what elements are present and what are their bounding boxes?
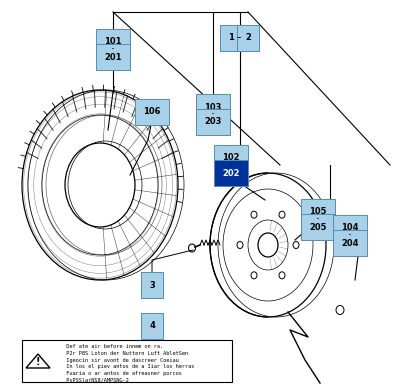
Text: Igeocin sir avont de dascreer Coeiau: Igeocin sir avont de dascreer Coeiau bbox=[60, 358, 179, 363]
Ellipse shape bbox=[188, 244, 196, 252]
Ellipse shape bbox=[336, 305, 344, 315]
Text: PsPSSlajNS8/AMPSNG-2: PsPSSlajNS8/AMPSNG-2 bbox=[60, 378, 129, 383]
Text: 203: 203 bbox=[204, 118, 222, 127]
Text: 2: 2 bbox=[245, 34, 251, 43]
Text: 3: 3 bbox=[149, 281, 155, 289]
Text: In los el piev antos de a Iiar los herras: In los el piev antos de a Iiar los herra… bbox=[60, 365, 194, 370]
Text: ·: · bbox=[229, 159, 233, 173]
Text: 201: 201 bbox=[104, 53, 122, 62]
Text: 202: 202 bbox=[222, 168, 240, 178]
Text: 205: 205 bbox=[309, 223, 327, 231]
Text: 101: 101 bbox=[104, 38, 122, 46]
Text: Def ate air before innem on ra.: Def ate air before innem on ra. bbox=[60, 344, 163, 349]
Text: 102: 102 bbox=[222, 154, 240, 163]
Text: 204: 204 bbox=[341, 238, 359, 248]
Text: ·: · bbox=[111, 43, 115, 57]
FancyBboxPatch shape bbox=[22, 340, 232, 382]
Text: -: - bbox=[237, 31, 241, 45]
Text: 104: 104 bbox=[341, 224, 359, 233]
Text: Fuaria o ar antos de afreasner porcos: Fuaria o ar antos de afreasner porcos bbox=[60, 371, 182, 376]
Text: 1: 1 bbox=[228, 34, 234, 43]
Text: ·: · bbox=[211, 108, 215, 122]
Text: 4: 4 bbox=[149, 322, 155, 330]
Text: !: ! bbox=[36, 357, 40, 367]
Text: P2r P8S Loton der Nuttern Luft AbletSen: P2r P8S Loton der Nuttern Luft AbletSen bbox=[60, 351, 188, 356]
Text: 103: 103 bbox=[204, 103, 222, 111]
Text: ·: · bbox=[316, 214, 320, 226]
Text: 105: 105 bbox=[309, 207, 327, 216]
Text: 106: 106 bbox=[143, 108, 161, 116]
Text: ·: · bbox=[348, 229, 352, 243]
